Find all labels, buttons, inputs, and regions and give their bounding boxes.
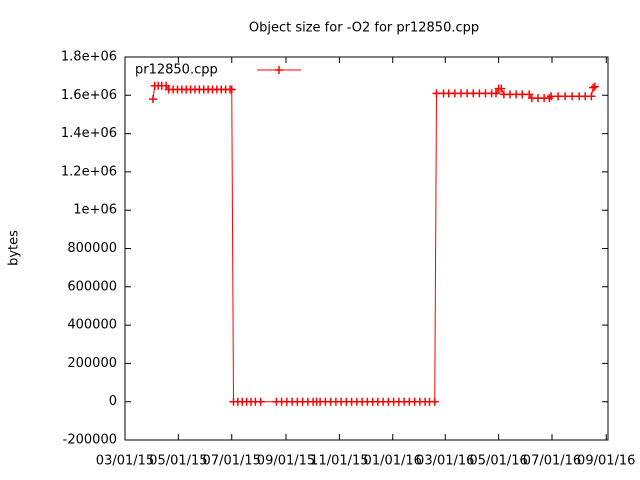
data-point xyxy=(589,83,598,92)
x-tick-label: 03/01/16 xyxy=(416,454,474,469)
plot-border xyxy=(124,56,609,441)
y-tick-label: 1.2e+06 xyxy=(61,164,117,179)
y-tick-label: 1e+06 xyxy=(73,203,117,218)
x-tick-label: 07/01/15 xyxy=(203,454,261,469)
x-tick-label: 11/01/15 xyxy=(310,454,368,469)
data-point xyxy=(554,92,563,101)
data-point xyxy=(492,89,500,98)
data-point xyxy=(547,92,556,101)
data-point xyxy=(256,397,265,406)
x-tick-label: 05/01/16 xyxy=(469,454,527,469)
data-point xyxy=(545,94,554,103)
y-tick-label: -200000 xyxy=(63,433,117,448)
y-tick-label: 1.4e+06 xyxy=(61,126,117,141)
series-line xyxy=(152,85,596,403)
data-point xyxy=(561,92,570,101)
y-tick-label: 800000 xyxy=(67,241,117,256)
data-point xyxy=(432,89,441,98)
data-point xyxy=(587,92,596,101)
x-tick-label: 01/01/16 xyxy=(364,454,422,469)
x-tick-label: 07/01/16 xyxy=(523,454,581,469)
y-tick-label: 600000 xyxy=(67,279,117,294)
y-tick-label: 200000 xyxy=(67,356,117,371)
x-tick-label: 05/01/15 xyxy=(149,454,207,469)
data-point xyxy=(227,85,236,94)
data-point xyxy=(590,82,599,91)
y-tick-label: 0 xyxy=(109,394,117,409)
legend-label: pr12850.cpp xyxy=(135,63,218,78)
data-point xyxy=(568,92,577,101)
y-tick-label: 1.6e+06 xyxy=(61,88,117,103)
legend-marker xyxy=(275,66,283,74)
x-tick-label: 03/01/15 xyxy=(96,454,154,469)
data-point xyxy=(518,90,527,99)
x-tick-label: 09/01/16 xyxy=(577,454,635,469)
x-tick-label: 09/01/15 xyxy=(257,454,315,469)
chart-title: Object size for -O2 for pr12850.cpp xyxy=(249,21,479,36)
data-point xyxy=(149,95,157,104)
y-tick-label: 400000 xyxy=(67,318,117,333)
y-tick-label: 1.8e+06 xyxy=(61,50,117,65)
data-point xyxy=(497,84,506,93)
y-axis-label: bytes xyxy=(7,230,22,266)
data-point xyxy=(430,397,439,406)
